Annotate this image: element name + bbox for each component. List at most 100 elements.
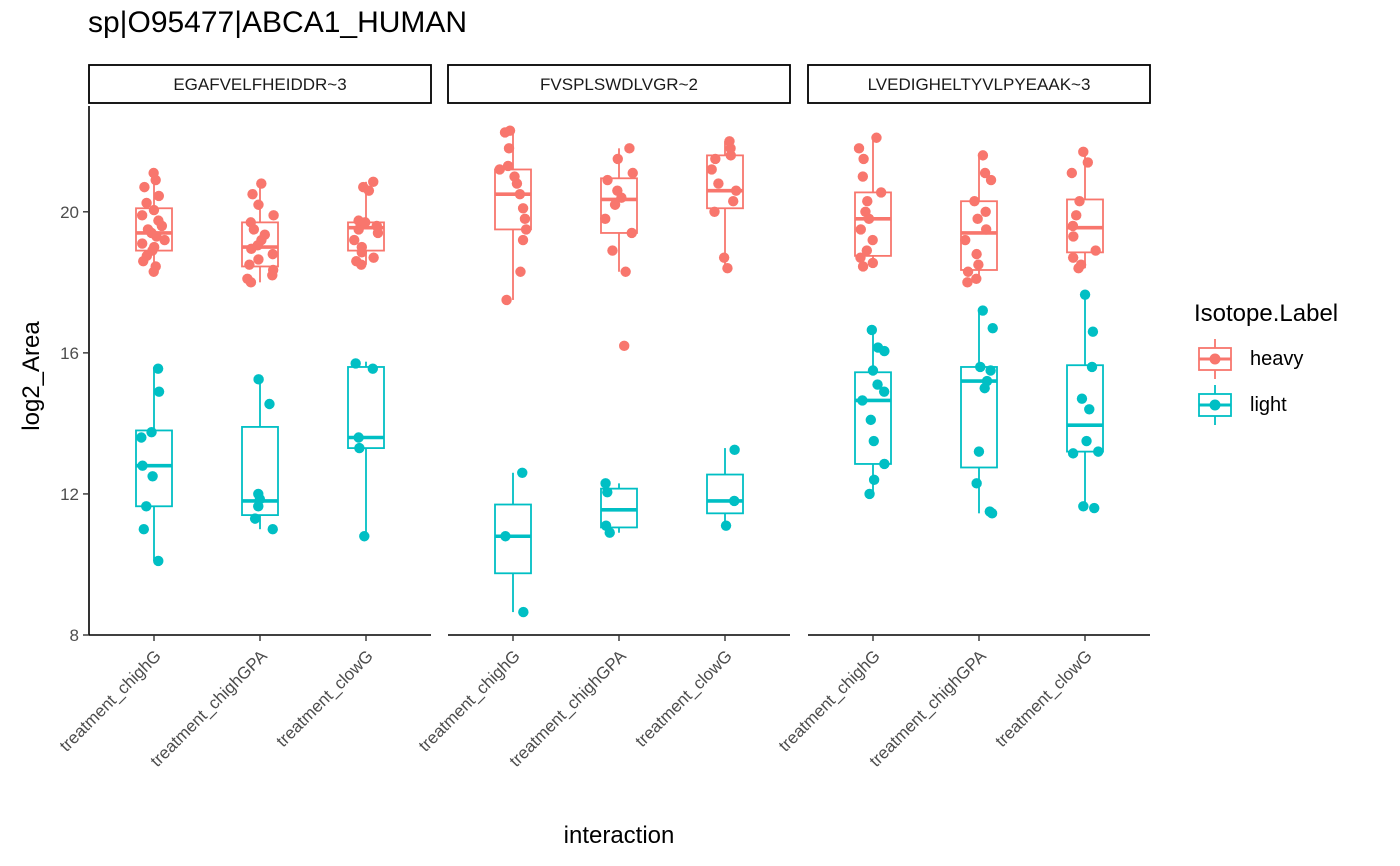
data-point-light	[500, 531, 511, 542]
data-point-heavy	[517, 203, 529, 214]
data-point-heavy	[624, 143, 635, 154]
data-point-heavy	[867, 257, 879, 269]
data-point-heavy	[1067, 220, 1079, 232]
data-point-heavy	[267, 264, 279, 276]
data-point-heavy	[709, 206, 720, 217]
data-point-heavy	[349, 234, 360, 246]
data-point-light	[249, 513, 261, 524]
data-point-light	[971, 478, 982, 489]
data-point-light	[975, 361, 986, 373]
data-point-heavy	[980, 206, 991, 217]
data-point-heavy	[353, 215, 364, 226]
data-point-light	[354, 442, 365, 454]
legend: Isotope.Label heavy light	[1194, 300, 1338, 428]
data-point-heavy	[159, 234, 170, 246]
data-point-heavy	[718, 252, 730, 263]
data-point-heavy	[607, 245, 618, 256]
legend-key-point	[1209, 353, 1221, 365]
legend-label-heavy: heavy	[1250, 347, 1304, 370]
x-tick-label: treatment_chighG	[56, 646, 165, 755]
data-point-heavy	[150, 261, 161, 272]
boxplot-heavy	[347, 176, 385, 270]
data-point-heavy	[356, 241, 368, 253]
data-point-heavy	[242, 273, 253, 285]
data-point-light	[367, 363, 379, 374]
data-point-heavy	[139, 181, 150, 193]
data-point-heavy	[860, 206, 871, 217]
data-point-light	[147, 471, 158, 482]
data-point-heavy	[627, 167, 638, 179]
x-tick-label: treatment_chighGPA	[147, 646, 272, 771]
box-iqr	[241, 221, 279, 268]
data-point-heavy	[875, 187, 887, 198]
box-iqr	[706, 473, 744, 515]
data-point-light	[141, 501, 152, 512]
data-point-heavy	[620, 266, 631, 277]
legend-label-light: light	[1250, 393, 1287, 416]
facet-strip-label: FVSPLSWDLVGR~2	[540, 75, 698, 94]
data-point-light	[973, 446, 985, 457]
x-tick-label: treatment_clowG	[992, 646, 1096, 750]
boxplot-heavy	[241, 178, 279, 288]
data-point-light	[878, 386, 890, 397]
data-point-heavy	[141, 197, 152, 209]
boxplot-light	[494, 467, 532, 618]
data-point-heavy	[602, 174, 613, 186]
data-point-heavy	[730, 185, 742, 196]
data-point-heavy	[1090, 245, 1101, 256]
data-point-heavy	[855, 224, 866, 235]
data-point-light	[868, 435, 879, 447]
chart-title: sp|O95477|ABCA1_HUMAN	[88, 6, 468, 39]
boxplot-light	[1066, 289, 1104, 514]
data-point-heavy	[253, 199, 264, 210]
data-point-light	[865, 414, 877, 426]
data-point-light	[981, 375, 993, 387]
data-point-heavy	[502, 160, 514, 172]
data-point-heavy	[368, 176, 379, 188]
data-point-light	[866, 324, 878, 336]
data-point-heavy	[612, 153, 623, 165]
data-point-heavy	[267, 248, 278, 260]
boxplot-heavy	[960, 150, 998, 288]
data-point-heavy	[710, 153, 721, 165]
boxplot-heavy	[706, 136, 744, 274]
boxplot-light	[706, 444, 744, 531]
data-point-heavy	[520, 224, 532, 235]
data-point-heavy	[713, 178, 724, 189]
facet-strip	[807, 64, 1151, 104]
data-point-heavy	[871, 132, 882, 143]
data-point-light	[350, 358, 361, 369]
data-point-light	[253, 488, 264, 500]
box-iqr	[600, 177, 638, 234]
data-point-heavy	[501, 294, 512, 306]
data-point-light	[1093, 446, 1104, 457]
data-point-heavy	[855, 252, 866, 263]
y-tick-label: 12	[60, 485, 79, 504]
boxplot-heavy	[853, 132, 892, 272]
data-point-light	[600, 478, 611, 489]
data-point-light	[1081, 435, 1092, 447]
data-point-heavy	[368, 252, 379, 263]
facet-strip	[88, 64, 432, 104]
data-point-heavy	[977, 150, 989, 161]
boxplot-light	[241, 374, 279, 535]
data-point-heavy	[1068, 231, 1079, 242]
data-point-light	[1079, 289, 1091, 300]
data-point-light	[872, 379, 883, 390]
data-point-heavy	[960, 234, 971, 246]
box-iqr	[347, 366, 385, 449]
data-point-light	[1089, 502, 1100, 514]
boxplot-light	[347, 358, 385, 542]
y-tick-label: 20	[60, 203, 79, 222]
data-point-light	[517, 467, 528, 478]
data-point-light	[146, 427, 157, 438]
data-point-heavy	[256, 178, 267, 189]
data-point-light	[864, 488, 875, 500]
data-point-light	[1076, 393, 1088, 404]
data-point-heavy	[519, 213, 531, 225]
data-point-heavy	[1078, 146, 1089, 158]
legend-key-heavy-icon	[1198, 339, 1232, 379]
boxplot-light	[135, 363, 173, 567]
data-point-light	[153, 555, 164, 567]
boxplot-heavy	[1066, 146, 1104, 274]
